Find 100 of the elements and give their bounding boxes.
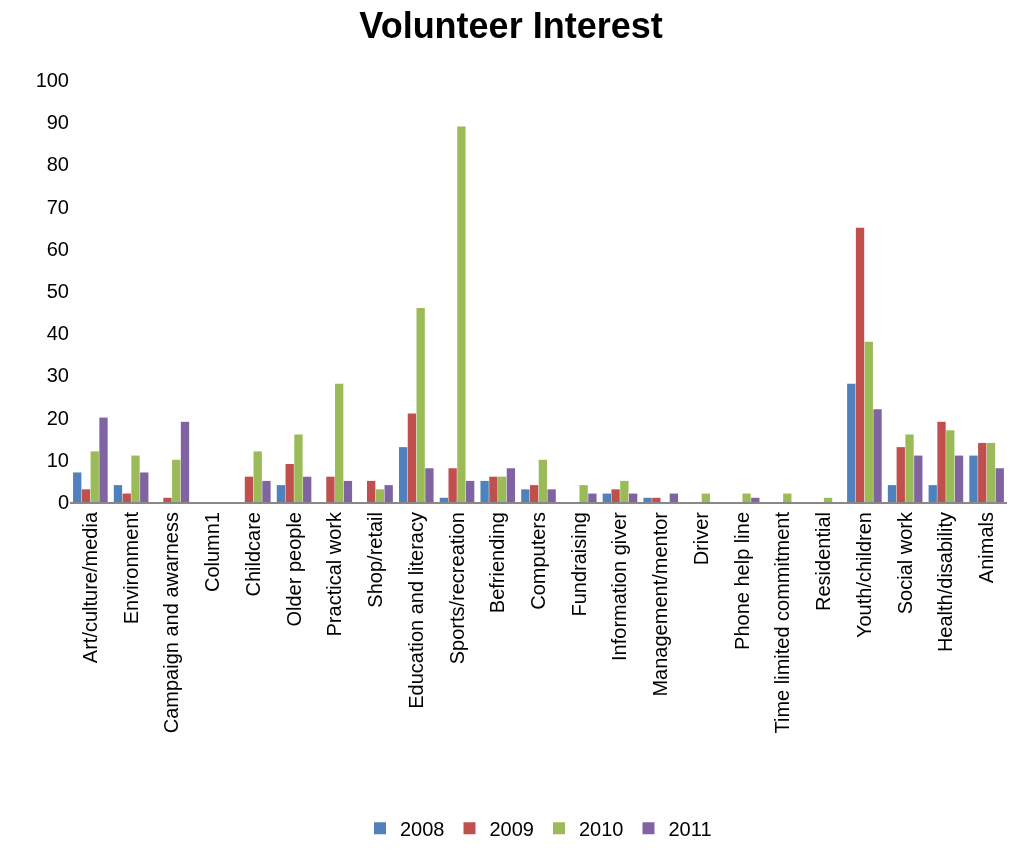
bar xyxy=(978,442,987,502)
bar xyxy=(783,493,792,502)
bar xyxy=(946,430,955,502)
bar xyxy=(887,485,897,502)
bar xyxy=(276,485,286,502)
bar xyxy=(448,468,457,502)
bar xyxy=(847,383,856,502)
y-tick-label: 80 xyxy=(46,153,69,176)
y-tick-label: 70 xyxy=(46,195,69,218)
bar xyxy=(995,468,1004,502)
bar xyxy=(439,497,449,502)
bar xyxy=(742,493,751,502)
bar xyxy=(140,472,149,502)
bar xyxy=(986,442,996,502)
bar xyxy=(457,126,466,502)
bar xyxy=(497,476,507,502)
x-tick-label: Driver xyxy=(689,511,712,566)
y-tick-label: 60 xyxy=(46,237,69,260)
x-tick-label: Shop/retail xyxy=(364,512,387,608)
x-tick-label: Residential xyxy=(812,512,835,611)
bar xyxy=(480,480,489,502)
x-tick-label: Campaign and awarness xyxy=(160,512,183,734)
bar xyxy=(529,485,539,502)
bar xyxy=(285,464,294,502)
bar xyxy=(303,476,312,502)
bar xyxy=(326,476,335,502)
x-tick-label: Time limited commitment xyxy=(771,511,794,734)
x-tick-label: Practical work xyxy=(323,511,346,637)
bar xyxy=(73,472,82,502)
x-tick-label: Education and literacy xyxy=(404,512,427,709)
bar xyxy=(384,485,393,502)
x-tick-label: Fundraising xyxy=(567,512,590,617)
bar xyxy=(643,497,652,502)
x-tick-label: Sports/recreation xyxy=(445,512,468,665)
bar xyxy=(937,421,946,502)
bar xyxy=(538,459,548,502)
bar xyxy=(602,493,611,502)
bar xyxy=(506,468,516,502)
x-tick-label: Art/culture/media xyxy=(78,511,101,664)
bar xyxy=(253,451,262,502)
legend-label: 2009 xyxy=(489,818,534,841)
bar xyxy=(122,493,131,502)
bar xyxy=(652,497,661,502)
x-tick-label: Older people xyxy=(282,512,305,627)
bar xyxy=(628,493,638,502)
bar xyxy=(489,476,498,502)
bar xyxy=(969,455,978,502)
bar xyxy=(954,455,964,502)
x-tick-label: Befriending xyxy=(486,512,509,614)
y-tick-label: 90 xyxy=(46,111,69,134)
bar xyxy=(466,480,475,502)
legend-label: 2008 xyxy=(400,818,445,841)
bar xyxy=(669,493,679,502)
x-tick-label: Health/disability xyxy=(934,512,957,653)
bar xyxy=(294,434,303,502)
bar xyxy=(163,497,172,502)
bar xyxy=(398,447,408,502)
bar xyxy=(90,451,99,502)
bar xyxy=(131,455,140,502)
y-tick-label: 30 xyxy=(46,364,69,387)
bar xyxy=(99,417,108,502)
bar xyxy=(81,489,91,502)
bar xyxy=(701,493,710,502)
y-tick-label: 0 xyxy=(57,491,69,513)
bar xyxy=(873,409,882,502)
x-tick-label: Information giver xyxy=(608,511,631,661)
y-tick-label: 50 xyxy=(46,280,69,302)
bar xyxy=(823,497,833,502)
bar xyxy=(416,307,425,502)
legend-label: 2011 xyxy=(668,818,712,841)
bar xyxy=(855,227,865,502)
bar xyxy=(407,413,417,502)
x-tick-label: Animals xyxy=(975,512,998,584)
x-tick-label: Youth/children xyxy=(852,512,875,639)
bar xyxy=(375,489,385,502)
x-tick-label: Phone help line xyxy=(730,512,753,650)
bar xyxy=(611,489,620,502)
bar xyxy=(180,421,190,502)
y-tick-label: 10 xyxy=(46,448,69,471)
bar xyxy=(367,480,376,502)
bar xyxy=(343,480,353,502)
x-tick-label: Childcare xyxy=(241,512,264,597)
bar xyxy=(914,455,923,502)
bar xyxy=(335,383,344,502)
y-tick-label: 100 xyxy=(35,69,69,91)
bar xyxy=(547,489,556,502)
bar xyxy=(172,459,181,502)
bar xyxy=(244,476,254,502)
x-tick-label: Management/mentor xyxy=(649,511,672,697)
x-tick-label: Social work xyxy=(893,511,916,615)
x-tick-label: Computers xyxy=(527,512,549,610)
bar xyxy=(521,489,530,502)
bar xyxy=(864,341,873,502)
x-tick-label: Environment xyxy=(119,511,142,625)
bar xyxy=(905,434,914,502)
y-tick-label: 40 xyxy=(46,322,69,345)
bar xyxy=(620,480,629,502)
bar xyxy=(751,497,760,502)
bar xyxy=(262,480,271,502)
x-tick-label: Column1 xyxy=(201,512,224,593)
